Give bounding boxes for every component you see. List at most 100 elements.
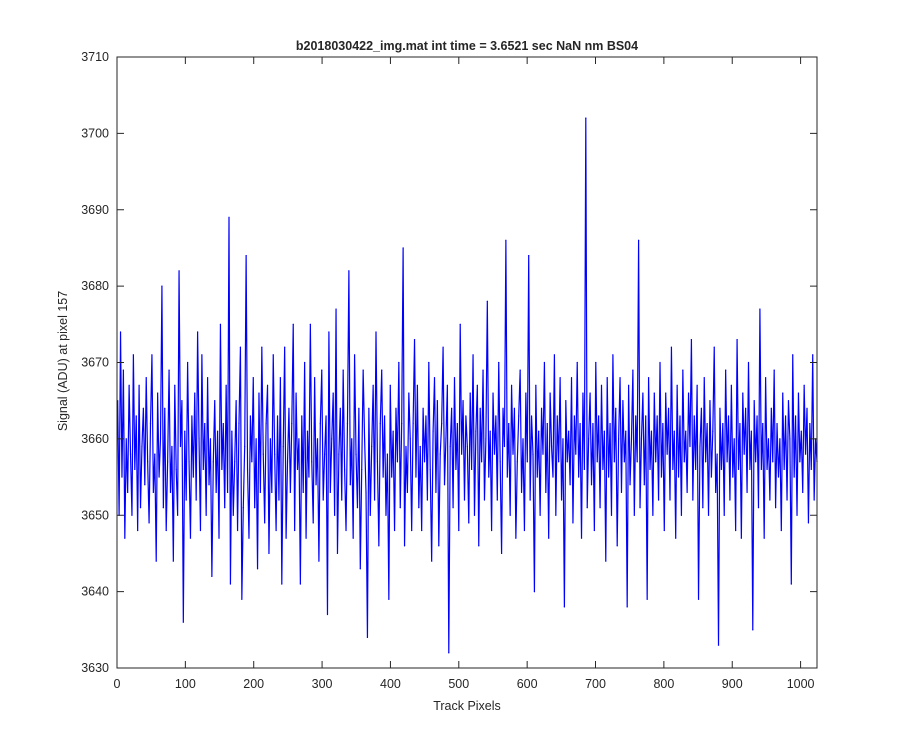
data-point bbox=[165, 529, 167, 532]
data-point bbox=[665, 392, 667, 394]
data-point bbox=[515, 537, 517, 539]
data-point bbox=[442, 346, 444, 348]
data-point bbox=[368, 407, 370, 409]
data-point bbox=[550, 445, 553, 448]
data-point bbox=[349, 484, 351, 486]
data-point bbox=[797, 392, 800, 394]
data-point bbox=[629, 484, 631, 486]
data-point bbox=[355, 453, 357, 455]
data-point bbox=[620, 491, 623, 493]
data-point bbox=[646, 598, 648, 600]
data-point bbox=[362, 369, 364, 371]
data-point bbox=[269, 438, 271, 440]
data-point bbox=[326, 613, 329, 616]
data-point bbox=[445, 438, 447, 440]
data-point bbox=[145, 377, 147, 379]
data-point bbox=[683, 461, 685, 463]
data-point bbox=[311, 461, 313, 463]
y-tick-label: 3700 bbox=[81, 126, 109, 140]
data-point bbox=[593, 529, 595, 532]
data-point bbox=[787, 400, 790, 402]
data-point bbox=[555, 514, 557, 516]
data-point bbox=[623, 461, 625, 463]
data-point bbox=[740, 537, 742, 539]
data-point bbox=[158, 476, 160, 478]
data-point bbox=[157, 392, 159, 394]
data-point bbox=[178, 270, 180, 272]
data-point bbox=[256, 568, 259, 570]
data-point bbox=[776, 423, 778, 425]
data-point bbox=[443, 484, 446, 486]
data-point bbox=[575, 453, 577, 455]
data-point bbox=[325, 415, 327, 417]
data-point bbox=[498, 361, 500, 364]
data-point bbox=[353, 354, 356, 356]
data-point bbox=[739, 423, 741, 425]
data-point bbox=[489, 430, 491, 432]
data-point bbox=[657, 499, 660, 501]
data-point bbox=[352, 537, 354, 539]
data-point bbox=[643, 484, 645, 486]
data-point bbox=[452, 507, 454, 509]
data-point bbox=[493, 453, 496, 455]
data-point bbox=[439, 453, 441, 455]
data-point bbox=[168, 369, 170, 371]
data-point bbox=[255, 438, 257, 440]
data-point bbox=[449, 445, 451, 448]
data-point bbox=[251, 461, 253, 463]
data-point bbox=[232, 514, 234, 516]
data-point bbox=[766, 468, 768, 471]
y-tick-label: 3670 bbox=[81, 356, 109, 370]
data-point bbox=[152, 491, 154, 493]
data-point bbox=[580, 537, 583, 539]
data-point bbox=[638, 239, 640, 241]
data-point bbox=[189, 537, 192, 539]
data-point bbox=[301, 415, 303, 417]
data-point bbox=[188, 461, 190, 463]
data-point bbox=[334, 514, 336, 516]
data-point bbox=[423, 461, 426, 463]
data-point bbox=[628, 384, 630, 387]
data-point bbox=[570, 377, 573, 379]
data-point bbox=[361, 468, 363, 471]
data-point bbox=[786, 499, 788, 501]
data-point bbox=[448, 652, 450, 654]
data-point bbox=[549, 392, 551, 394]
data-point bbox=[615, 407, 617, 409]
data-point bbox=[743, 453, 745, 455]
data-point bbox=[159, 438, 162, 440]
data-point bbox=[772, 461, 774, 463]
data-point bbox=[499, 461, 501, 463]
data-point bbox=[239, 346, 242, 348]
data-point bbox=[336, 552, 339, 555]
data-point bbox=[418, 507, 420, 509]
data-point bbox=[536, 476, 538, 478]
data-point bbox=[733, 438, 735, 440]
data-point bbox=[625, 430, 627, 432]
data-point bbox=[546, 423, 548, 425]
data-point bbox=[626, 606, 628, 608]
data-point bbox=[655, 461, 657, 463]
data-point bbox=[540, 407, 543, 409]
data-point bbox=[589, 392, 591, 394]
data-point bbox=[569, 484, 571, 486]
data-point bbox=[335, 308, 337, 310]
data-point bbox=[129, 453, 132, 455]
data-point bbox=[422, 407, 424, 409]
data-point bbox=[229, 583, 232, 585]
chart-title: b2018030422_img.mat int time = 3.6521 se… bbox=[296, 39, 638, 53]
data-point bbox=[777, 476, 780, 478]
data-point bbox=[339, 407, 341, 409]
data-point bbox=[272, 354, 274, 356]
data-point bbox=[565, 400, 567, 402]
data-point bbox=[302, 491, 304, 493]
data-point bbox=[149, 423, 152, 425]
data-point bbox=[408, 392, 410, 394]
y-tick-label: 3660 bbox=[81, 432, 109, 446]
data-point bbox=[305, 537, 307, 539]
data-point bbox=[382, 476, 384, 478]
data-point bbox=[344, 468, 346, 471]
data-point bbox=[699, 445, 701, 448]
data-point bbox=[773, 369, 775, 371]
